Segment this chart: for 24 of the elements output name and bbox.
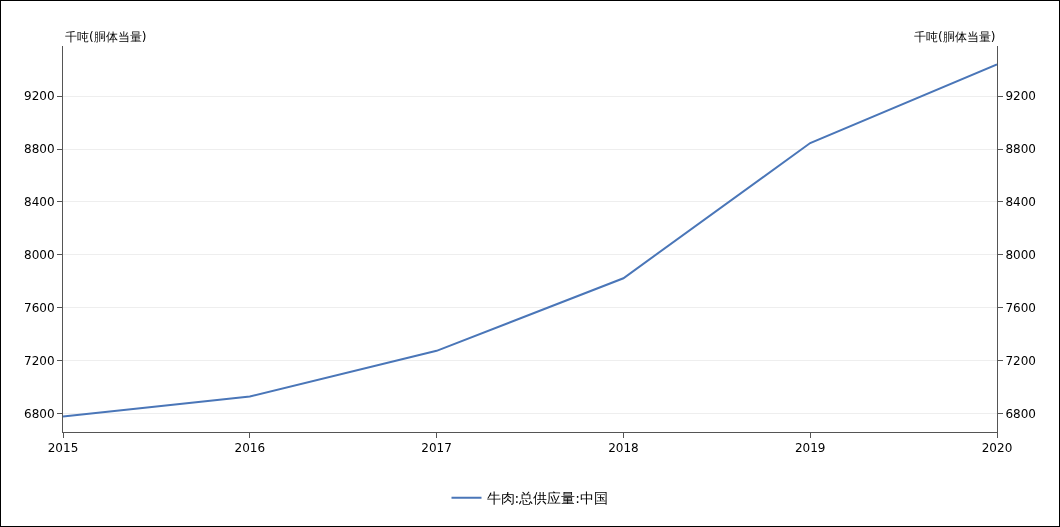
x-tick-label: 2015	[47, 441, 79, 456]
x-tick-label: 2019	[794, 441, 826, 456]
y2-tick-label: 8800	[1005, 142, 1036, 157]
x-tick-label: 2020	[981, 441, 1013, 456]
y2-tick-label: 6800	[1005, 406, 1036, 421]
y-tick-label: 9200	[24, 89, 55, 104]
x-tick-label: 2018	[608, 441, 639, 456]
x-tick-label: 2016	[234, 441, 266, 456]
y-tick-label: 6800	[24, 406, 55, 421]
y2-tick-label: 9200	[1005, 89, 1036, 104]
y2-tick-label: 8400	[1005, 195, 1036, 210]
y2-axis-title: 千吨(胴体当量)	[914, 30, 996, 44]
y2-tick-label: 7600	[1005, 300, 1036, 315]
y-tick-label: 8800	[24, 142, 55, 157]
y-tick-label: 7200	[24, 353, 55, 368]
y-tick-label: 8400	[24, 195, 55, 210]
line-series	[63, 63, 997, 418]
y2-tick-label: 8000	[1005, 248, 1036, 263]
y-tick-label: 8000	[24, 248, 55, 263]
y2-tick-label: 7200	[1005, 353, 1036, 368]
x-tick-label: 2017	[421, 441, 452, 456]
y-axis-title: 千吨(胴体当量)	[65, 30, 147, 44]
legend-label: 牛肉:总供应量:中国	[486, 490, 608, 507]
y-tick-label: 7600	[24, 300, 55, 315]
